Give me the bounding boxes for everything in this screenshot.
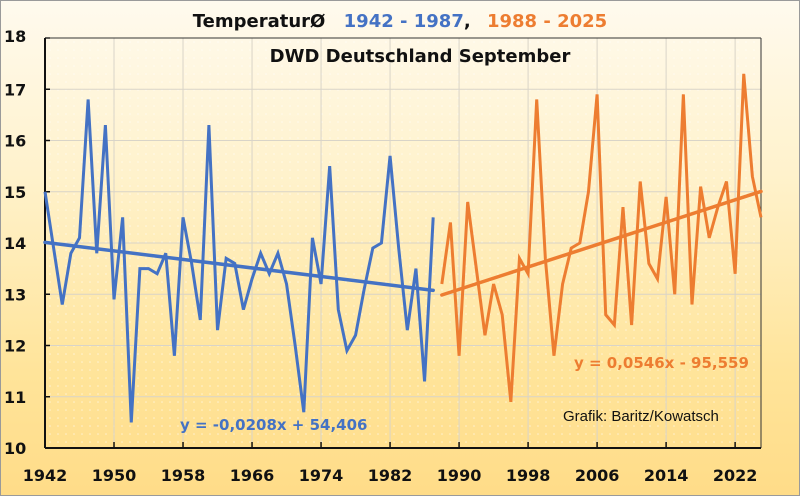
chart-subtitle: DWD Deutschland September	[270, 46, 571, 67]
x-tick-label: 2006	[575, 466, 620, 485]
y-tick-label: 15	[4, 183, 26, 202]
x-tick-label: 2022	[713, 466, 758, 485]
series-lines	[43, 73, 763, 423]
series-line-1	[43, 99, 435, 423]
x-tick-label: 1998	[506, 466, 551, 485]
x-tick-label: 1942	[23, 466, 68, 485]
y-tick-label: 12	[4, 337, 26, 356]
x-tick-label: 1966	[230, 466, 275, 485]
title-prefix: TemperaturØ	[193, 11, 326, 32]
trend-line-2	[440, 189, 763, 297]
title-range2: 1988 - 2025	[487, 11, 607, 32]
credit-text: Grafik: Baritz/Kowatsch	[563, 408, 719, 425]
x-tick-label: 1982	[368, 466, 413, 485]
x-tick-label: 1990	[437, 466, 482, 485]
y-tick-label: 17	[4, 80, 26, 99]
y-tick-label: 18	[4, 27, 26, 46]
trend-equation-1: y = -0,0208x + 54,406	[180, 416, 367, 434]
x-tick-label: 2014	[644, 466, 689, 485]
title-separator: ,	[464, 11, 471, 32]
series-line-2	[440, 73, 763, 403]
y-tick-label: 10	[4, 439, 26, 458]
x-tick-label: 1950	[92, 466, 137, 485]
chart-title: TemperaturØ 1942 - 1987, 1988 - 2025	[193, 11, 607, 32]
y-tick-label: 16	[4, 132, 26, 151]
x-tick-label: 1974	[299, 466, 344, 485]
y-tick-label: 14	[4, 234, 26, 253]
x-tick-label: 1958	[161, 466, 206, 485]
tick-labels: 10 11 12 13 14 15 16 17 18 1942 1950 1958 1966 1974 19…	[4, 27, 757, 485]
title-range1: 1942 - 1987	[344, 11, 464, 32]
y-tick-label: 13	[4, 285, 26, 304]
trend-equation-2: y = 0,0546x - 95,559	[574, 354, 749, 372]
y-tick-label: 11	[4, 388, 26, 407]
trend-line-1	[43, 240, 435, 293]
